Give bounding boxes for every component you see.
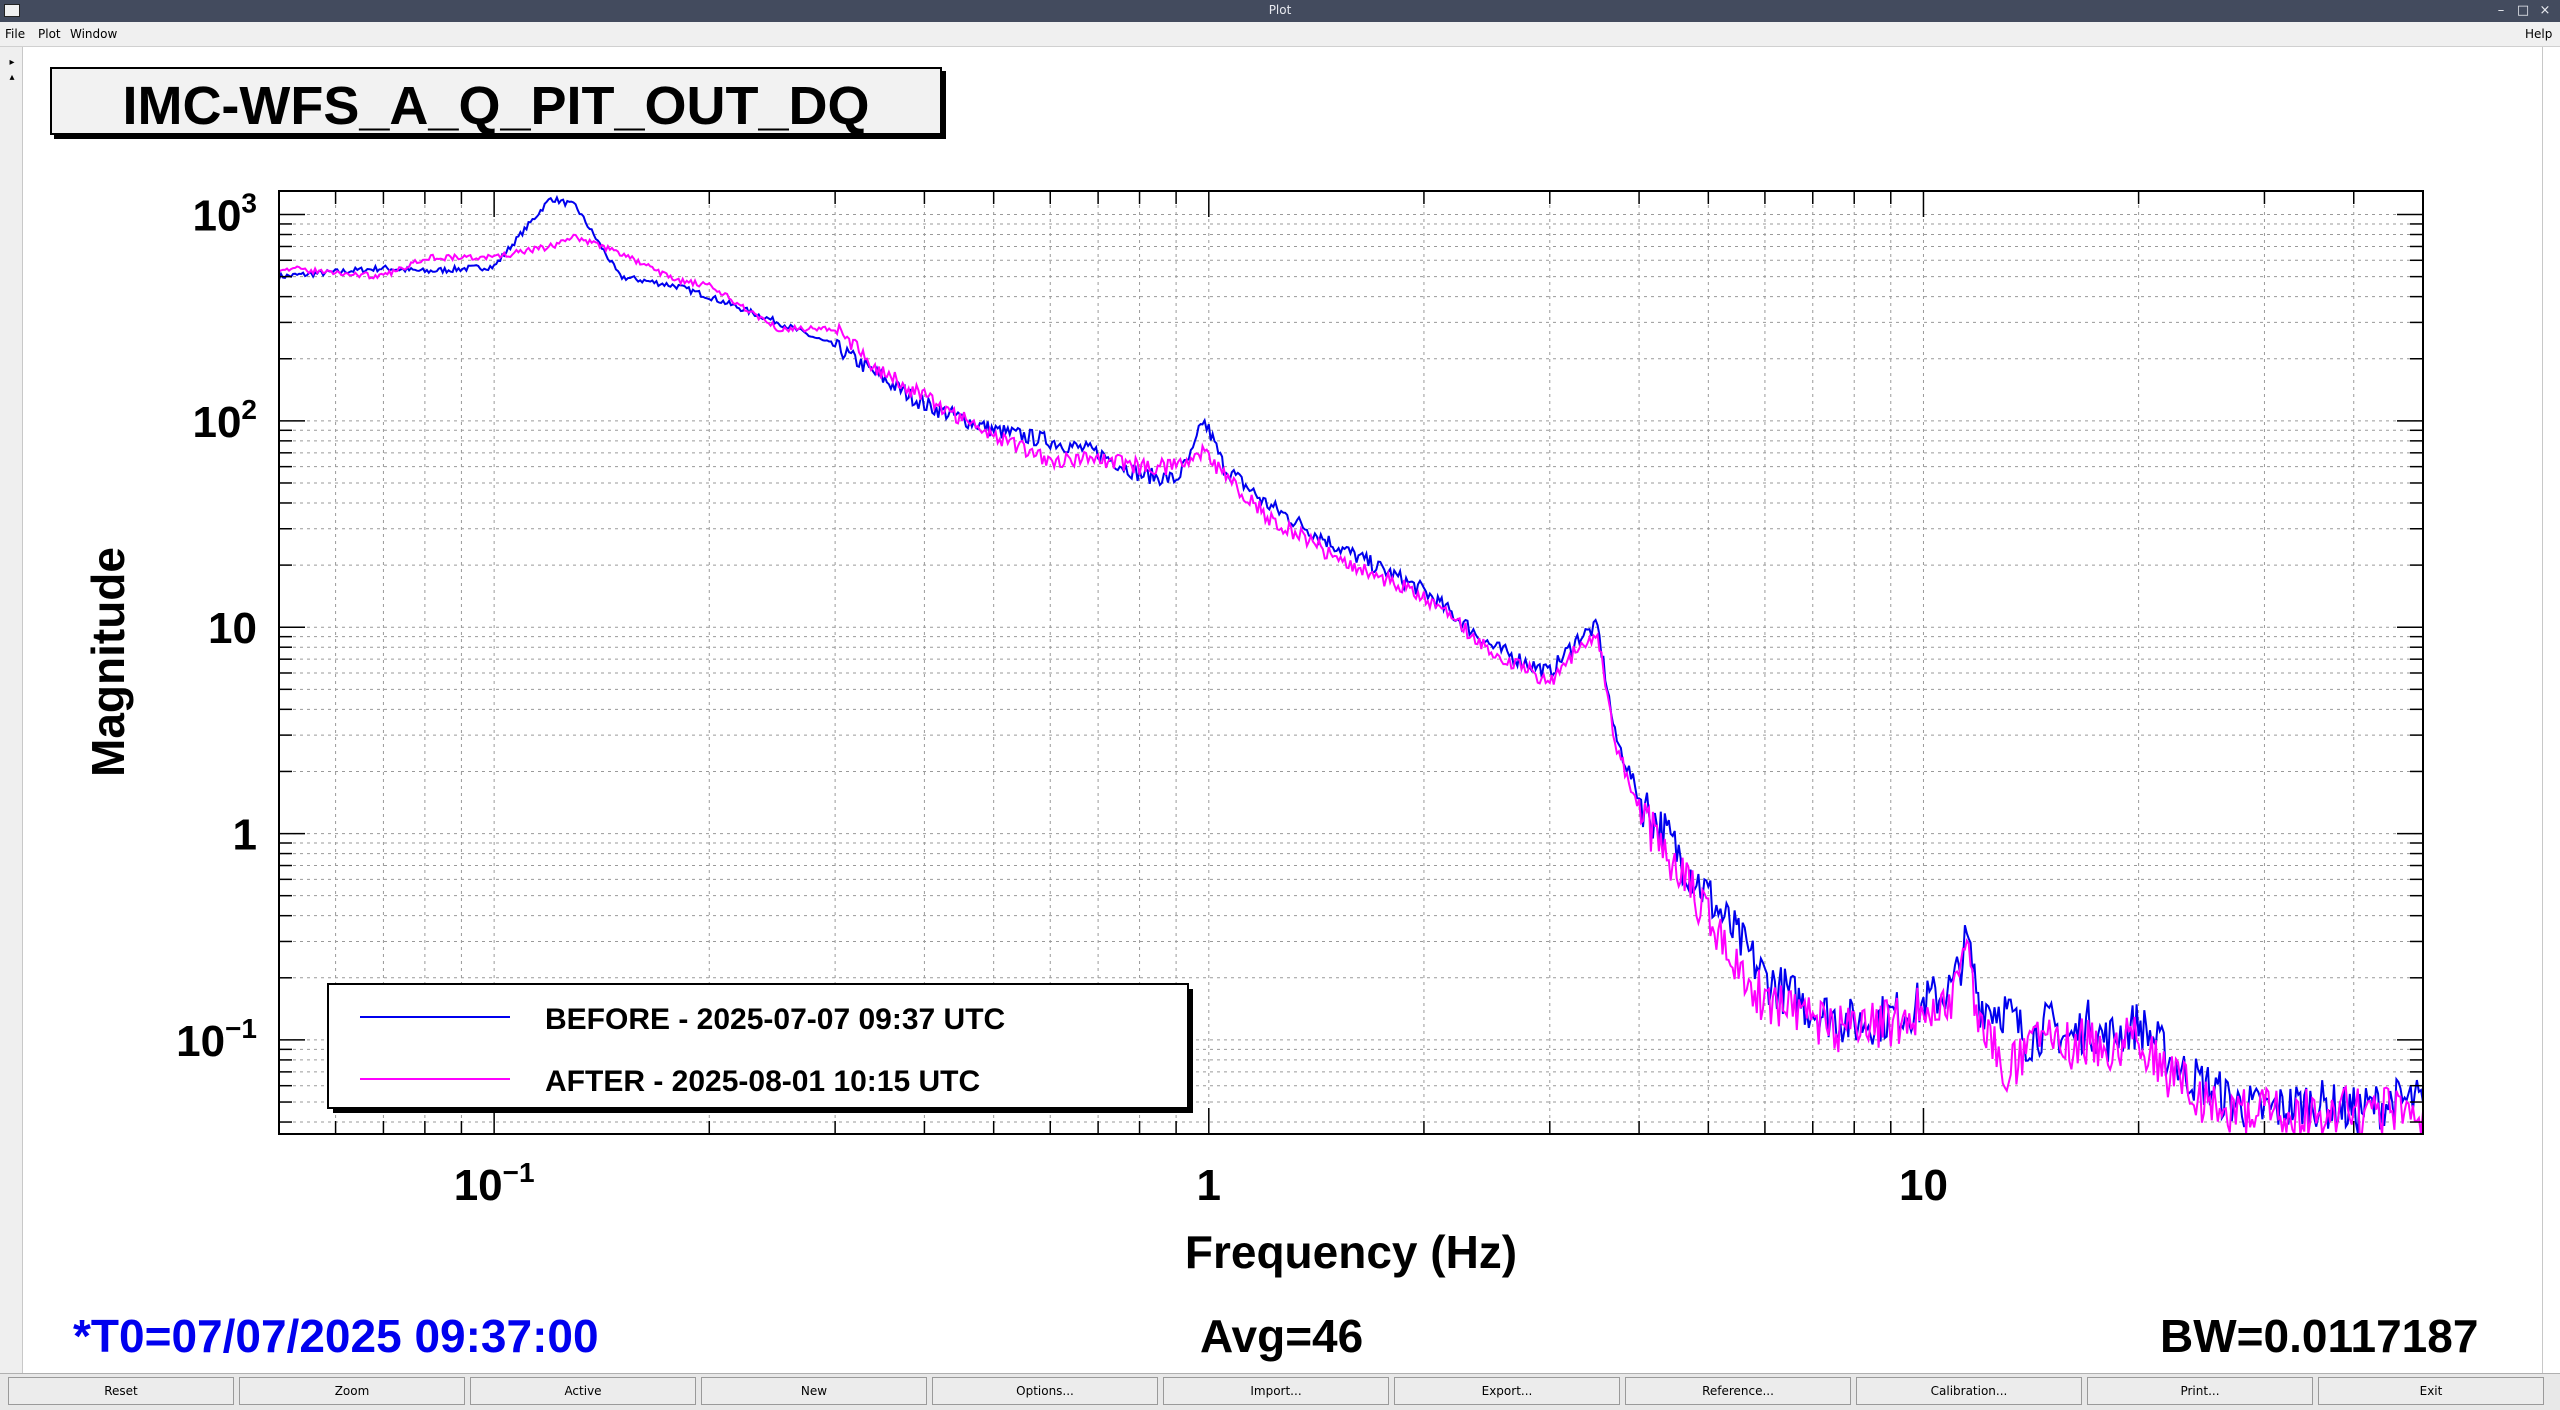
print-button[interactable]: Print... xyxy=(2087,1377,2313,1405)
window-titlebar: Plot – □ × xyxy=(0,0,2560,22)
menu-help[interactable]: Help xyxy=(2525,27,2553,41)
zoom-button[interactable]: Zoom xyxy=(239,1377,465,1405)
menu-file[interactable]: File xyxy=(5,27,26,41)
right-scroll-area xyxy=(2542,47,2560,1373)
series-lines xyxy=(278,194,2424,1135)
collapse-up-icon[interactable]: ▴ xyxy=(9,72,15,83)
reset-button[interactable]: Reset xyxy=(8,1377,234,1405)
y-tick-label: 10−1 xyxy=(176,1013,257,1066)
import-button[interactable]: Import... xyxy=(1163,1377,1389,1405)
grid-lines xyxy=(278,191,2424,1134)
t0-text: *T0=07/07/2025 09:37:00 xyxy=(73,1310,599,1362)
bw-label: BW=0.0117187 xyxy=(2160,1310,2479,1362)
axis-ticks xyxy=(278,191,2424,1134)
plot-title-box: IMC-WFS_A_Q_PIT_OUT_DQ xyxy=(50,67,942,136)
expand-right-icon[interactable]: ▸ xyxy=(9,57,15,68)
avg-label: Avg=46 xyxy=(1200,1310,1364,1362)
calibration-button[interactable]: Calibration... xyxy=(1856,1377,2082,1405)
series-before-line xyxy=(278,194,2424,1134)
left-panel-toggle: ▸ ▴ xyxy=(0,47,23,1373)
series-after-line xyxy=(278,233,2424,1135)
maximize-icon[interactable]: □ xyxy=(2516,3,2530,18)
legend-box xyxy=(327,983,1189,1109)
y-tick-label: 102 xyxy=(192,394,257,447)
x-tick-labels: 10−1 1 10 xyxy=(454,1157,1948,1210)
active-button[interactable]: Active xyxy=(470,1377,696,1405)
x-axis-label: Frequency (Hz) xyxy=(1185,1226,1517,1278)
export-button[interactable]: Export... xyxy=(1394,1377,1620,1405)
y-tick-label: 1 xyxy=(233,811,257,860)
menu-window[interactable]: Window xyxy=(70,27,118,41)
options-button[interactable]: Options... xyxy=(932,1377,1158,1405)
new-button[interactable]: New xyxy=(701,1377,927,1405)
x-tick-label: 1 xyxy=(1197,1161,1221,1210)
x-tick-label: 10−1 xyxy=(454,1157,535,1210)
t0-label: *T0=07/07/2025 09:37:00 xyxy=(73,1309,599,1363)
minimize-icon[interactable]: – xyxy=(2497,3,2505,18)
window-title: Plot xyxy=(1268,3,1292,17)
button-bar: Reset Zoom Active New Options... Import.… xyxy=(0,1373,2560,1410)
y-tick-label: 103 xyxy=(192,188,257,241)
legend: BEFORE - 2025-07-07 09:37 UTC AFTER - 202… xyxy=(327,983,1193,1113)
menu-bar: File Plot Window Help xyxy=(0,22,2560,47)
y-tick-label: 10 xyxy=(208,604,257,653)
close-icon[interactable]: × xyxy=(2539,3,2551,18)
x-tick-label: 10 xyxy=(1899,1161,1948,1210)
app-icon xyxy=(4,4,20,17)
plot-frame xyxy=(278,190,2424,1135)
plot-canvas: IMC-WFS_A_Q_PIT_OUT_DQ 10−1 1 10 103 102 10 1… xyxy=(23,47,2541,1373)
legend-label: AFTER - 2025-08-01 10:15 UTC xyxy=(545,1065,980,1098)
reference-button[interactable]: Reference... xyxy=(1625,1377,1851,1405)
legend-label: BEFORE - 2025-07-07 09:37 UTC xyxy=(545,1003,1005,1036)
menu-plot[interactable]: Plot xyxy=(38,27,61,41)
y-axis-label: Magnitude xyxy=(82,547,134,777)
plot-title: IMC-WFS_A_Q_PIT_OUT_DQ xyxy=(122,76,870,136)
exit-button[interactable]: Exit xyxy=(2318,1377,2544,1405)
